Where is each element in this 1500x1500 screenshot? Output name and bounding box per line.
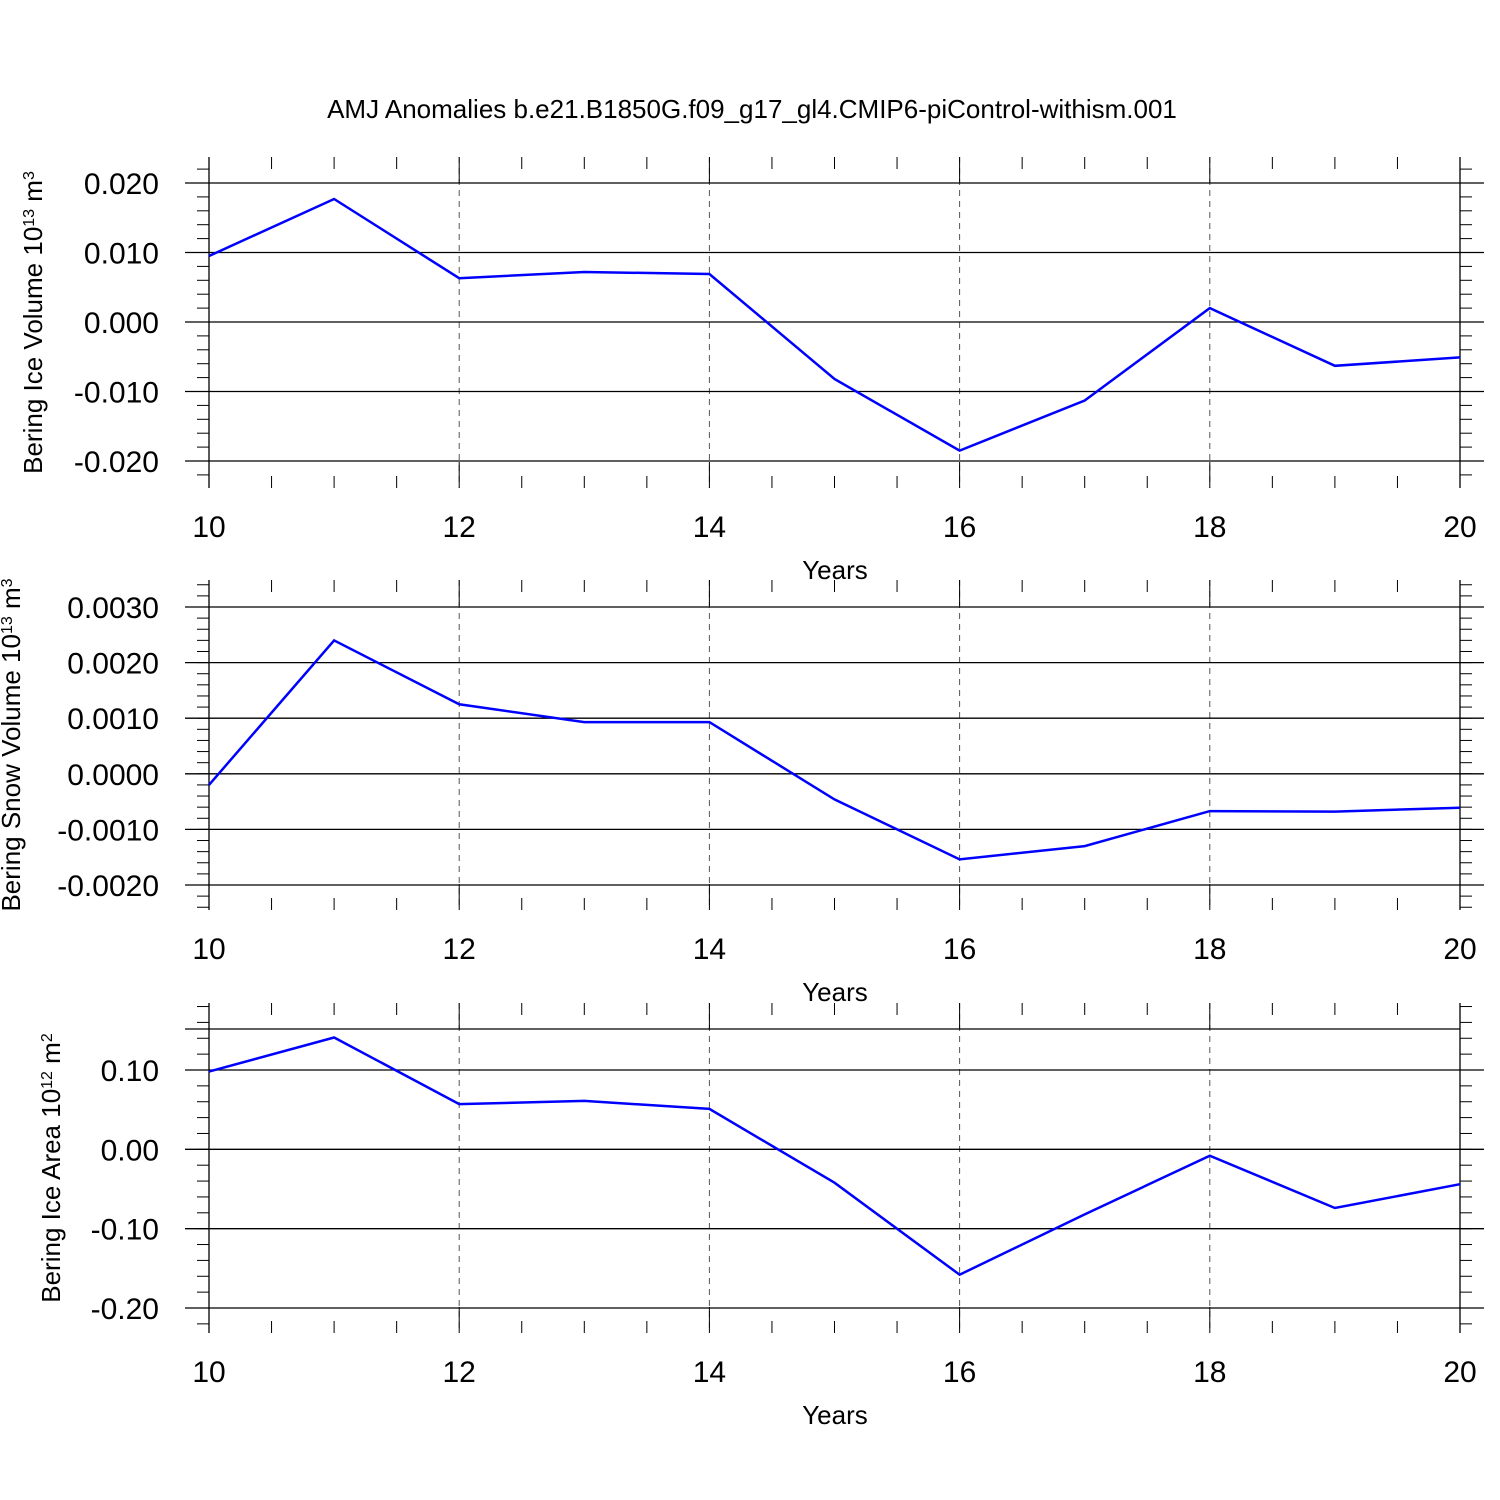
x-tick-label: 10 <box>192 933 225 966</box>
y-axis-title: Bering Ice Area 1012 m2 <box>36 1033 66 1303</box>
x-tick-label: 12 <box>443 933 476 966</box>
y-tick-label: 0.010 <box>84 238 159 271</box>
y-tick-label: 0.0010 <box>67 703 159 736</box>
panel-3: -0.20 -0.10 0.00 0.10 10 12 14 16 18 20 Years Berin… <box>36 1003 1484 1430</box>
panels: -0.020 -0.010 0.000 0.010 0.020 10 12 14 16 18 20 Y… <box>0 157 1484 1430</box>
y-axis-title: Bering Snow Volume 1013 m3 <box>0 578 26 911</box>
x-axis-title: Years <box>802 1400 868 1430</box>
x-tick-label: 12 <box>443 1356 476 1389</box>
x-axis-title: Years <box>802 977 868 1007</box>
x-tick-label: 16 <box>943 511 976 544</box>
x-tick-label: 20 <box>1443 1356 1476 1389</box>
y-tick-label: 0.10 <box>101 1055 159 1088</box>
x-tick-label: 10 <box>192 1356 225 1389</box>
y-tick-label: 0.00 <box>101 1134 159 1167</box>
y-tick-label: 0.0030 <box>67 592 159 625</box>
x-tick-label: 14 <box>693 933 726 966</box>
x-tick-label: 18 <box>1193 933 1226 966</box>
y-tick-label: 0.000 <box>84 307 159 340</box>
x-tick-label: 10 <box>192 511 225 544</box>
y-axis-title: Bering Ice Volume 1013 m3 <box>18 171 48 474</box>
y-tick-label: -0.010 <box>74 377 159 410</box>
series-line <box>208 1036 1461 1277</box>
x-tick-label: 16 <box>943 1356 976 1389</box>
series-line <box>208 197 1461 452</box>
panel-2: -0.0020 -0.0010 0.0000 0.0010 0.0020 0.0030 10… <box>0 578 1484 1007</box>
x-tick-label: 14 <box>693 511 726 544</box>
y-tick-label: -0.020 <box>74 446 159 479</box>
y-tick-label: -0.10 <box>91 1214 159 1247</box>
x-tick-label: 12 <box>443 511 476 544</box>
y-tick-label: 0.0020 <box>67 648 159 681</box>
x-tick-label: 16 <box>943 933 976 966</box>
x-tick-label: 20 <box>1443 933 1476 966</box>
x-tick-label: 18 <box>1193 511 1226 544</box>
y-tick-label: 0.0000 <box>67 759 159 792</box>
x-tick-label: 14 <box>693 1356 726 1389</box>
x-tick-label: 18 <box>1193 1356 1226 1389</box>
y-tick-label: -0.0010 <box>57 814 159 847</box>
y-tick-label: 0.020 <box>84 168 159 201</box>
series-line <box>208 638 1461 861</box>
y-tick-label: -0.20 <box>91 1293 159 1326</box>
x-tick-label: 20 <box>1443 511 1476 544</box>
y-tick-label: -0.0020 <box>57 870 159 903</box>
chart-title: AMJ Anomalies b.e21.B1850G.f09_g17_gl4.C… <box>327 94 1177 124</box>
